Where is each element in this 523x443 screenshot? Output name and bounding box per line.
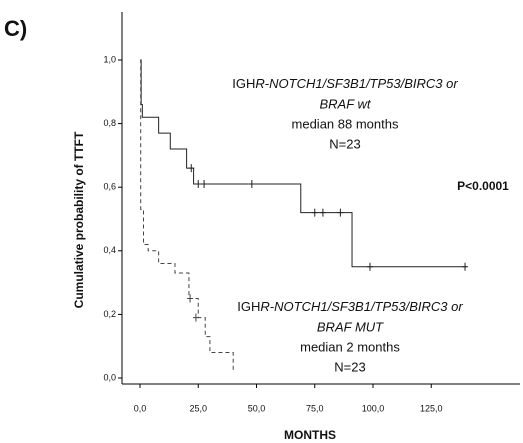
survival-curve [140,59,467,268]
y-tick-label: 0,4 [103,245,116,255]
annotation-head: IGH [232,76,255,91]
x-tick-label: 100,0 [362,403,385,413]
x-tick-label: 75,0 [306,403,324,413]
panel-label: C) [4,16,27,41]
x-axis-label: MONTHS [284,428,336,442]
y-tick-label: 0,0 [103,372,116,382]
annotation-line: BRAF wt [319,96,371,111]
annotation-head-italic: R-NOTCH1/SF3B1/TP53/BIRC3 or [255,76,458,91]
annotation-head-italic: R-NOTCH1/SF3B1/TP53/BIRC3 or [260,299,463,314]
survival-curve [140,59,234,372]
p-value: P<0.0001 [457,179,509,193]
annotation-line: IGHR-NOTCH1/SF3B1/TP53/BIRC3 or [237,299,463,314]
annotation-line: N=23 [334,359,365,374]
y-axis-label: Cumulative probability of TTFT [72,131,86,308]
annotation-line: N=23 [329,136,360,151]
annotation-line: IGHR-NOTCH1/SF3B1/TP53/BIRC3 or [232,76,458,91]
annotation-line: median 88 months [292,116,399,131]
censor-mark [188,164,195,173]
y-tick-label: 0,2 [103,309,116,319]
censor-mark [192,313,199,322]
censor-mark [311,208,318,217]
censor-mark [195,180,202,189]
censor-mark [187,294,194,303]
censor-mark [337,208,344,217]
censor-mark [462,262,469,271]
x-tick-label: 0,0 [134,403,147,413]
censor-mark [201,180,208,189]
y-tick-label: 0,6 [103,182,116,192]
y-tick-label: 1,0 [103,54,116,64]
censor-mark [248,180,255,189]
annotation-line: BRAF MUT [317,319,384,334]
x-tick-label: 50,0 [248,403,266,413]
censor-mark [366,262,373,271]
annotation-line: median 2 months [300,339,400,354]
y-tick-label: 0,8 [103,118,116,128]
censor-mark [319,208,326,217]
annotation-head: IGH [237,299,260,314]
x-tick-label: 125,0 [420,403,443,413]
x-tick-label: 25,0 [189,403,207,413]
